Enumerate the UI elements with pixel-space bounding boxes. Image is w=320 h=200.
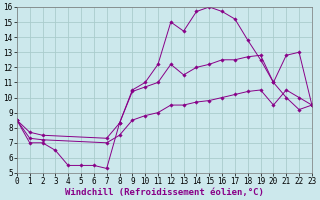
X-axis label: Windchill (Refroidissement éolien,°C): Windchill (Refroidissement éolien,°C) [65, 188, 264, 197]
